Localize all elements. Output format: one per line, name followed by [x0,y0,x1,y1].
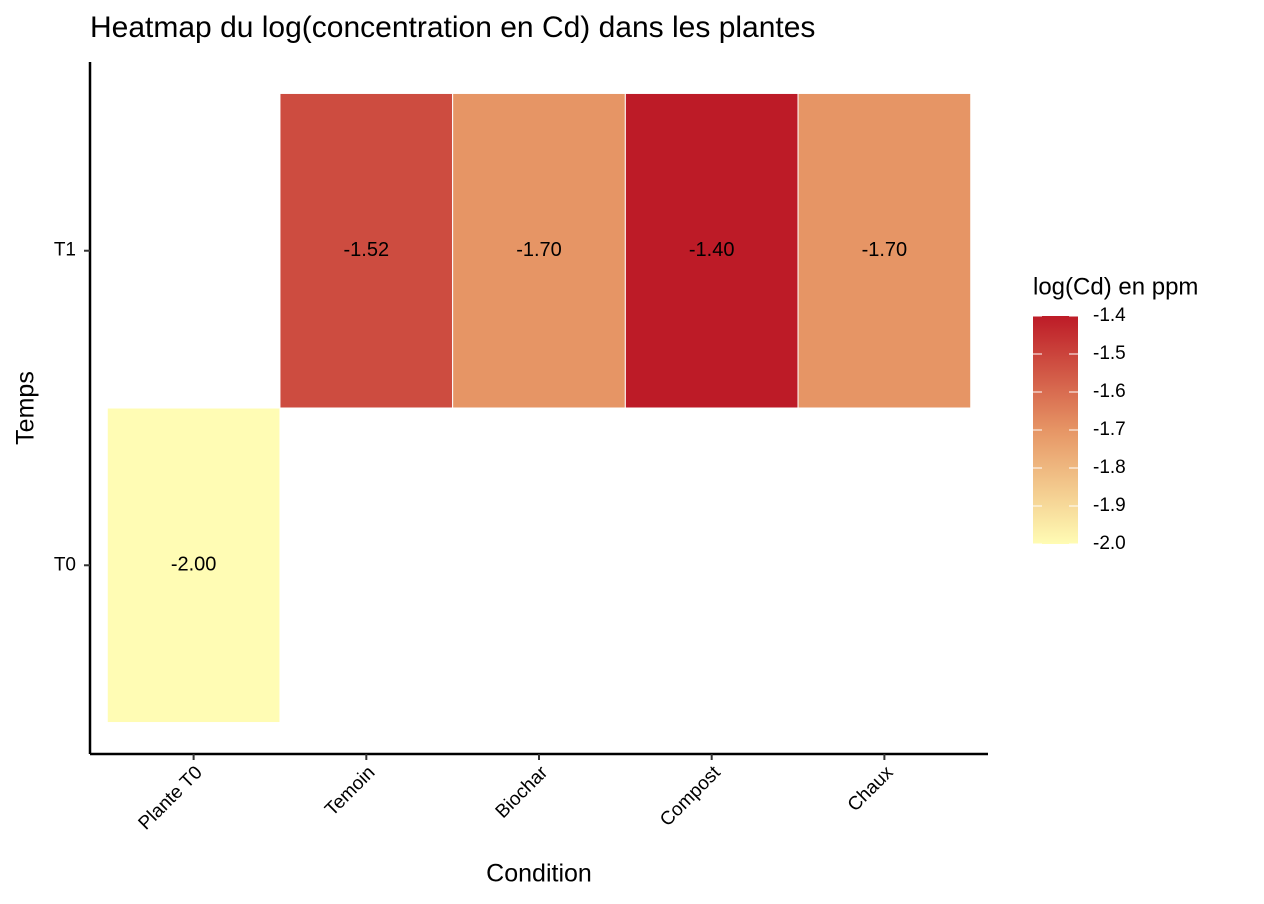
legend-title: log(Cd) en ppm [1033,273,1198,300]
y-tick-label: T0 [54,554,76,575]
colorbar-tick-label: -1.5 [1093,343,1126,364]
colorbar-tick-label: -1.4 [1093,305,1126,326]
cell-label: -1.40 [689,239,735,261]
y-tick-label: T1 [54,240,76,261]
chart-title: Heatmap du log(concentration en Cd) dans… [90,11,815,44]
colorbar-tick-label: -1.6 [1093,381,1126,402]
x-axis-title: Condition [486,860,592,888]
heatmap-cell [106,407,281,724]
heatmap-cell [797,92,972,409]
cell-label: -1.70 [862,239,908,261]
heatmap-cell [624,92,799,409]
cell-label: -1.70 [516,239,562,261]
colorbar-tick-label: -1.7 [1093,419,1126,440]
cell-label: -2.00 [171,554,217,576]
cell-label: -1.52 [344,239,390,261]
heatmap-cell [452,92,626,409]
colorbar-tick-label: -2.0 [1093,533,1126,554]
y-axis-title: Temps [12,371,40,445]
colorbar-tick-label: -1.8 [1093,457,1126,478]
colorbar-tick-label: -1.9 [1093,495,1126,516]
heatmap-cell [279,92,454,409]
